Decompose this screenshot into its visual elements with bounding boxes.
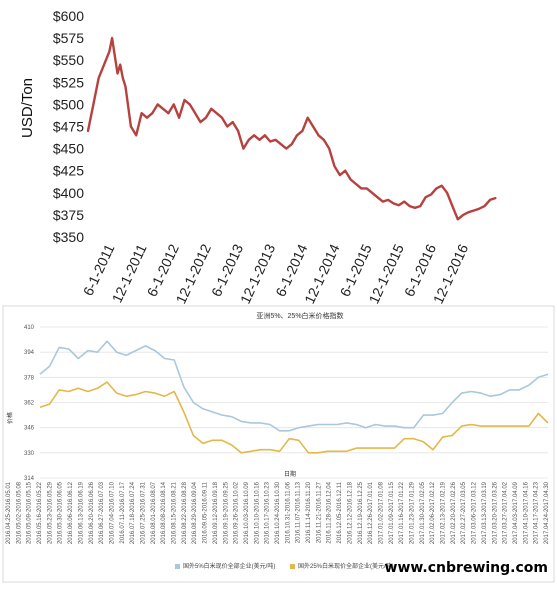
- bottom-x-tick-label: 2016.10.03-2016.10.09: [244, 481, 250, 544]
- bottom-x-tick-label: 2016.08.29-2016.09.04: [192, 481, 198, 544]
- top-y-tick-label: $450: [53, 141, 84, 157]
- bottom-x-tick-label: 2016.12.19-2016.12.25: [358, 481, 364, 544]
- bottom-x-tick-label: 2016.06.20-2016.06.26: [89, 481, 95, 544]
- bottom-y-tick-label: 394: [24, 350, 35, 356]
- bottom-x-ticks: 2016.04.25-2016.05.01 2016.05.02-2016.05.…: [6, 481, 550, 544]
- bottom-x-tick-label: 2017.01.02-2017.01.08: [378, 481, 384, 544]
- bottom-x-tick-label: 2017.03.06-2017.03.12: [472, 481, 478, 544]
- bottom-x-tick-label: 2016.07.25-2016.07.31: [141, 481, 147, 544]
- bottom-5pct-line: [39, 340, 549, 432]
- bottom-x-tick-label: 2017.02.13-2017.02.19: [441, 481, 447, 544]
- bottom-y-tick-label: 378: [24, 375, 35, 381]
- bottom-x-tick-label: 2016.05.16-2016.05.22: [37, 481, 43, 544]
- watermark-text: www.cnbrewing.com: [385, 560, 548, 576]
- bottom-x-tick-label: 2016.12.26-2017.01.01: [368, 481, 374, 544]
- bottom-x-tick-label: 2016.06.13-2016.06.19: [78, 481, 84, 544]
- bottom-x-tick-label: 2016.12.05-2016.12.11: [337, 481, 343, 543]
- bottom-grid: [40, 326, 548, 479]
- top-y-tick-label: $475: [53, 119, 84, 135]
- bottom-x-tick-label: 2017.02.06-2017.02.12: [430, 481, 436, 544]
- legend-label[interactable]: 国外25%白米现价全部企业(美元/吨): [298, 562, 394, 570]
- legend-swatch[interactable]: [175, 564, 180, 569]
- bottom-y-tick-label: 362: [24, 401, 35, 407]
- bottom-y-tick-label: 410: [24, 325, 35, 331]
- bottom-x-tick-label: 2017.01.09-2017.01.15: [389, 481, 395, 544]
- bottom-x-tick-label: 2016.04.25-2016.05.01: [6, 481, 12, 544]
- bottom-x-tick-label: 2016.10.17-2016.10.23: [265, 481, 271, 544]
- bottom-x-tick-label: 2017.04.24-2017.04.30: [544, 481, 550, 544]
- bottom-x-tick-label: 2017.04.17-2017.04.23: [534, 481, 540, 544]
- bottom-x-tick-label: 2016.09.05-2016.09.11: [203, 481, 209, 543]
- bottom-x-tick-label: 2016.12.12-2016.12.18: [347, 481, 353, 544]
- bottom-x-tick-label: 2016.07.11-2016.07.17: [120, 481, 126, 543]
- bottom-x-tick-label: 2017.02.27-2017.03.05: [461, 481, 467, 544]
- bottom-x-tick-label: 2017.04.10-2017.04.16: [523, 481, 529, 544]
- top-y-axis-label: USD/Ton: [19, 78, 36, 138]
- bottom-legend: 国外5%白米现价全部企业(美元/吨) 国外25%白米现价全部企业(美元/吨): [175, 562, 394, 570]
- bottom-x-tick-label: 2016.07.18-2016.07.24: [130, 481, 136, 544]
- bottom-x-tick-label: 2016.10.10-2016.10.16: [254, 481, 260, 544]
- bottom-x-tick-label: 2016.08.22-2016.08.28: [182, 481, 188, 544]
- bottom-x-tick-label: 2017.01.30-2017.02.05: [420, 481, 426, 544]
- top-y-tick-label: $575: [53, 30, 84, 46]
- top-y-tick-label: $400: [53, 185, 84, 201]
- top-y-tick-label: $500: [53, 96, 84, 112]
- bottom-x-tick-label: 2016.09.19-2016.09.25: [223, 481, 229, 544]
- bottom-x-tick-label: 2016.11.07-2016.11.13: [296, 481, 302, 543]
- top-y-tick-label: $600: [53, 8, 84, 24]
- bottom-x-tick-label: 2016.08.15-2016.08.21: [172, 481, 178, 544]
- bottom-x-tick-label: 2016.05.30-2016.06.05: [58, 481, 64, 544]
- bottom-y-tick-label: 314: [24, 476, 35, 482]
- bottom-25pct-line: [39, 381, 549, 454]
- bottom-y-tick-label: 346: [24, 426, 35, 432]
- bottom-x-tick-label: 2016.06.27-2016.07.03: [99, 481, 105, 544]
- bottom-x-tick-label: 2016.11.28-2016.12.04: [327, 481, 333, 543]
- bottom-x-tick-label: 2016.05.23-2016.05.29: [47, 481, 53, 544]
- bottom-x-tick-label: 2016.06.06-2016.06.12: [68, 481, 74, 544]
- top-x-ticks: 6-1-201112-1-20116-1-201212-1-20126-1-20…: [80, 241, 472, 306]
- bottom-series-group: [39, 340, 549, 454]
- bottom-y-axis-label: 价格: [6, 412, 14, 424]
- bottom-x-tick-label: 2016.10.31-2016.11.06: [285, 481, 291, 543]
- bottom-x-tick-label: 2016.05.02-2016.05.08: [16, 481, 22, 544]
- top-y-tick-label: $525: [53, 74, 84, 90]
- bottom-x-tick-label: 2017.01.23-2017.01.29: [410, 481, 416, 544]
- bottom-x-tick-label: 2017.04.03-2017.04.09: [513, 481, 519, 544]
- bottom-chart-title: 亚洲5%、25%白米价格指数: [256, 311, 343, 320]
- bottom-y-ticks: 314 330 346 362 378 394 410: [24, 325, 35, 482]
- bottom-x-tick-label: 2016.09.26-2016.10.02: [234, 481, 240, 544]
- bottom-x-tick-label: 2017.03.20-2017.03.26: [492, 481, 498, 544]
- bottom-x-tick-label: 2016.07.04-2016.07.10: [109, 481, 115, 544]
- bottom-x-tick-label: 2016.05.09-2016.05.15: [27, 481, 33, 544]
- bottom-x-tick-label: 2017.03.27-2017.04.02: [503, 481, 509, 544]
- bottom-x-tick-label: 2017.03.13-2017.03.19: [482, 481, 488, 544]
- bottom-x-tick-label: 2016.09.12-2016.09.18: [213, 481, 219, 544]
- bottom-x-axis-label: 日期: [284, 470, 296, 478]
- top-y-ticks: $350 $375 $400 $425 $450 $475 $500 $525 $550 $575…: [53, 8, 84, 245]
- bottom-x-tick-label: 2016.11.21-2016.11.27: [316, 481, 322, 543]
- bottom-y-tick-label: 330: [24, 451, 35, 457]
- top-y-tick-label: $375: [53, 207, 84, 223]
- top-y-tick-label: $350: [53, 229, 84, 245]
- bottom-x-tick-label: 2017.01.16-2017.01.22: [399, 481, 405, 544]
- top-price-line: [86, 36, 497, 221]
- top-y-tick-label: $425: [53, 163, 84, 179]
- legend-swatch[interactable]: [290, 564, 295, 569]
- bottom-x-tick-label: 2017.02.20-2017.02.26: [451, 481, 457, 544]
- top-series-group: [86, 36, 497, 221]
- bottom-x-tick-label: 2016.11.14-2016.11.20: [306, 481, 312, 543]
- bottom-x-tick-label: 2016.08.01-2016.08.07: [151, 481, 157, 544]
- top-price-chart: USD/Ton $350 $375 $400 $425 $450 $475 $500 $525…: [19, 8, 497, 306]
- bottom-x-tick-label: 2016.08.08-2016.08.14: [161, 481, 167, 544]
- legend-label[interactable]: 国外5%白米现价全部企业(美元/吨): [183, 562, 275, 570]
- bottom-x-tick-label: 2016.10.24-2016.10.30: [275, 481, 281, 544]
- top-y-tick-label: $550: [53, 52, 84, 68]
